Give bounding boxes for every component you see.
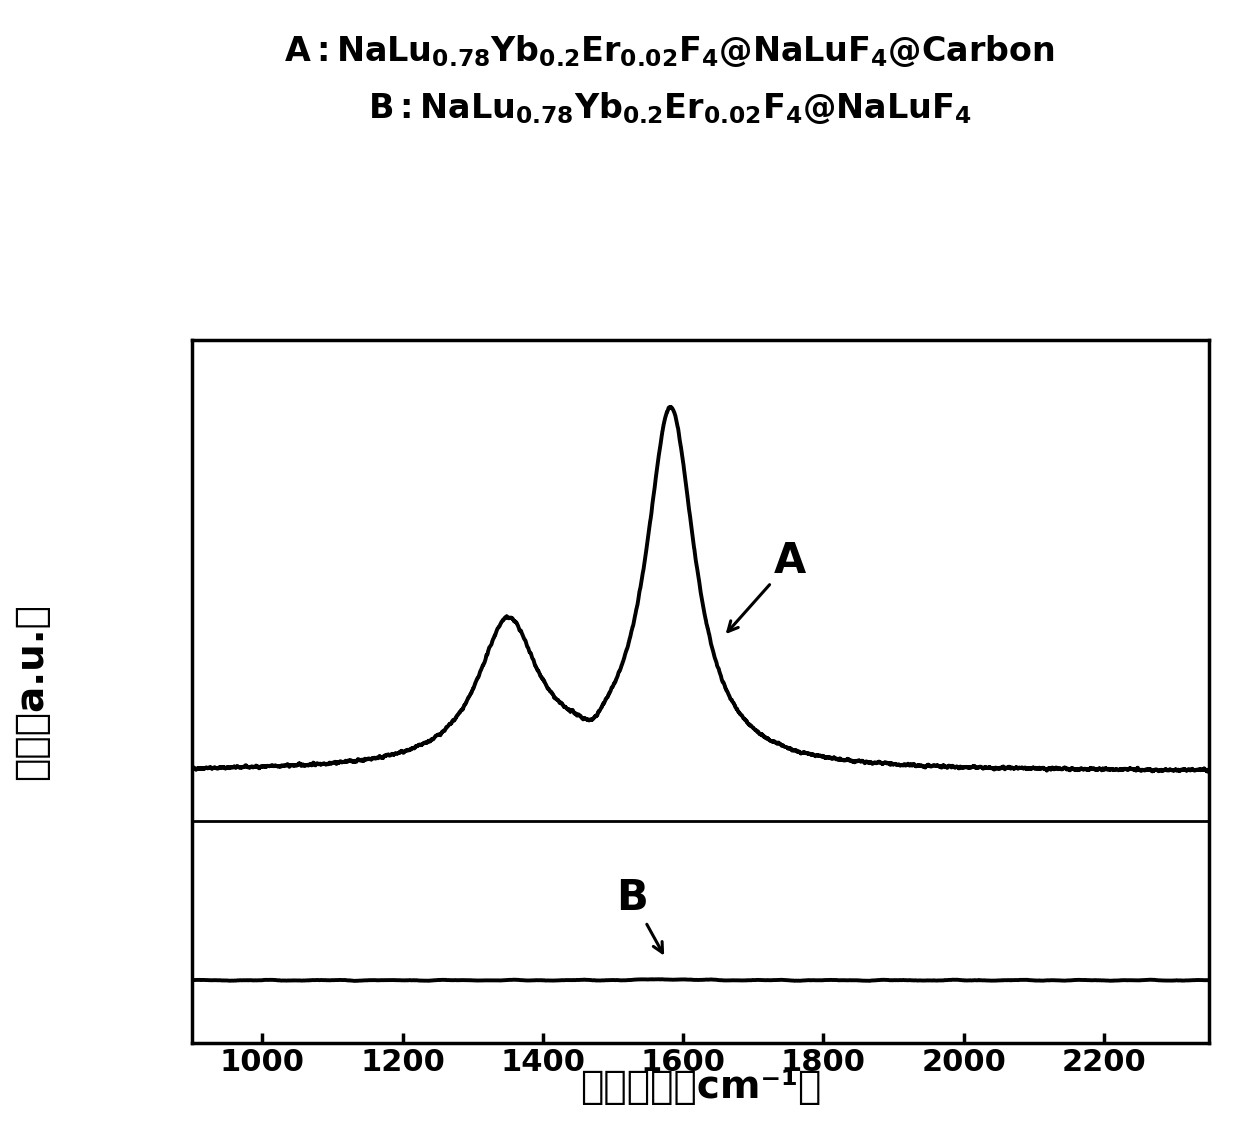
Text: A: A xyxy=(728,540,806,632)
Text: 拉曼位移（cm⁻¹）: 拉曼位移（cm⁻¹） xyxy=(580,1067,821,1106)
Text: 强度（a.u.）: 强度（a.u.） xyxy=(12,603,50,780)
Text: $\bf{B: NaLu_{0.78}Yb_{0.2}Er_{0.02}F_4@NaLuF_4}$: $\bf{B: NaLu_{0.78}Yb_{0.2}Er_{0.02}F_4@… xyxy=(368,90,971,126)
Text: $\bf{A: NaLu_{0.78}Yb_{0.2}Er_{0.02}F_4@NaLuF_4@Carbon}$: $\bf{A: NaLu_{0.78}Yb_{0.2}Er_{0.02}F_4@… xyxy=(284,33,1055,69)
Text: B: B xyxy=(616,877,662,953)
